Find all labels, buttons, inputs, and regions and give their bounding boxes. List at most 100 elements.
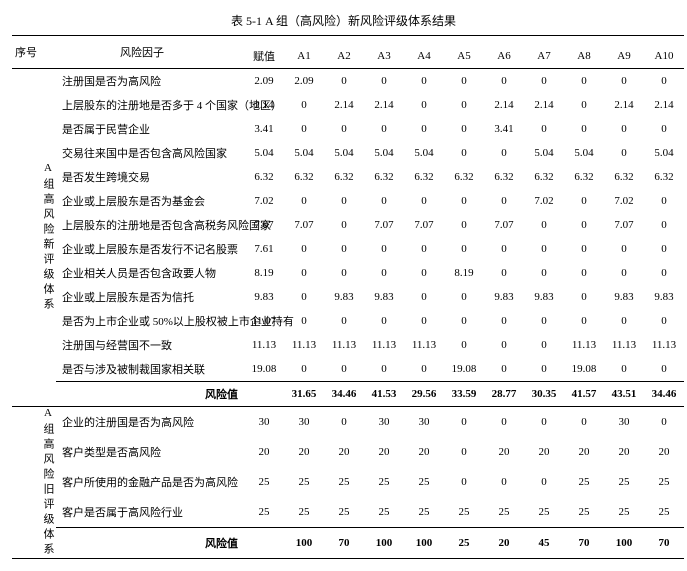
value-cell: 6.32 [484, 165, 524, 189]
risk-value-cell: 29.56 [404, 382, 444, 407]
value-cell: 0 [324, 309, 364, 333]
table-row: 客户所使用的金融产品是否为高风险2525252525000252525 [12, 467, 684, 497]
value-cell: 25 [564, 467, 604, 497]
value-cell: 0 [444, 285, 484, 309]
col-A7: A7 [524, 44, 564, 69]
factor-cell: 注册国与经营国不一致 [56, 333, 244, 357]
value-cell: 25 [644, 497, 684, 528]
value-cell: 0 [484, 141, 524, 165]
factor-cell: 企业或上层股东是否为信托 [56, 285, 244, 309]
weight-cell: 8.19 [244, 261, 284, 285]
risk-label: 风险值 [56, 527, 244, 558]
weight-cell: 5.04 [244, 141, 284, 165]
weight-cell: 20 [244, 437, 284, 467]
col-A3: A3 [364, 44, 404, 69]
risk-value-cell: 25 [444, 527, 484, 558]
value-cell: 0 [484, 237, 524, 261]
risk-value-cell: 28.77 [484, 382, 524, 407]
col-factor: 风险因子 [40, 36, 244, 69]
table-row: A组高风险旧评级体系企业的注册国是否为高风险3030030300000300 [12, 407, 684, 438]
value-cell: 0 [484, 69, 524, 94]
value-cell: 0 [364, 309, 404, 333]
value-cell: 0 [524, 213, 564, 237]
value-cell: 7.02 [524, 189, 564, 213]
value-cell: 0 [404, 189, 444, 213]
value-cell: 0 [364, 69, 404, 94]
value-cell: 0 [404, 285, 444, 309]
risk-value-cell: 70 [324, 527, 364, 558]
weight-cell: 25 [244, 467, 284, 497]
value-cell: 6.32 [284, 165, 324, 189]
value-cell: 0 [324, 237, 364, 261]
value-cell: 9.83 [604, 285, 644, 309]
table-row: 企业或上层股东是否为信托9.8309.839.83009.839.8309.83… [12, 285, 684, 309]
table-row: 企业或上层股东是否发行不记名股票7.610000000000 [12, 237, 684, 261]
risk-value-cell: 41.53 [364, 382, 404, 407]
value-cell: 0 [604, 117, 644, 141]
value-cell: 25 [604, 467, 644, 497]
col-A8: A8 [564, 44, 604, 69]
value-cell: 0 [444, 69, 484, 94]
value-cell: 0 [644, 309, 684, 333]
factor-cell: 是否为上市企业或 50%以上股权被上市企业持有 [56, 309, 244, 333]
weight-cell: 19.08 [244, 357, 284, 382]
value-cell: 5.04 [324, 141, 364, 165]
value-cell: 0 [604, 309, 644, 333]
value-cell: 0 [324, 117, 364, 141]
value-cell: 19.08 [564, 357, 604, 382]
value-cell: 11.13 [284, 333, 324, 357]
value-cell: 6.32 [644, 165, 684, 189]
value-cell: 0 [484, 407, 524, 438]
value-cell: 0 [444, 333, 484, 357]
col-A1: A1 [284, 44, 324, 69]
value-cell: 0 [324, 69, 364, 94]
risk-value-cell: 100 [604, 527, 644, 558]
value-cell: 11.13 [404, 333, 444, 357]
table-row: 是否发生跨境交易6.326.326.326.326.326.326.326.32… [12, 165, 684, 189]
value-cell: 0 [644, 407, 684, 438]
table-row: 是否为上市企业或 50%以上股权被上市企业持有11.070000000000 [12, 309, 684, 333]
group-label: A组高风险旧评级体系 [40, 407, 56, 559]
value-cell: 0 [404, 357, 444, 382]
value-cell: 11.13 [564, 333, 604, 357]
table-row: 客户是否属于高风险行业2525252525252525252525 [12, 497, 684, 528]
value-cell: 0 [284, 93, 324, 117]
weight-cell: 3.41 [244, 117, 284, 141]
value-cell: 6.32 [364, 165, 404, 189]
factor-cell: 客户类型是否高风险 [56, 437, 244, 467]
value-cell: 0 [644, 189, 684, 213]
col-A9: A9 [604, 44, 644, 69]
value-cell: 25 [284, 497, 324, 528]
value-cell: 7.07 [604, 213, 644, 237]
risk-value-cell: 30.35 [524, 382, 564, 407]
value-cell: 25 [404, 497, 444, 528]
factor-cell: 客户是否属于高风险行业 [56, 497, 244, 528]
value-cell: 6.32 [444, 165, 484, 189]
value-cell: 2.09 [284, 69, 324, 94]
factor-cell: 客户所使用的金融产品是否为高风险 [56, 467, 244, 497]
value-cell: 11.13 [644, 333, 684, 357]
value-cell: 25 [644, 467, 684, 497]
value-cell: 0 [284, 237, 324, 261]
value-cell: 0 [524, 261, 564, 285]
value-cell: 0 [524, 357, 564, 382]
value-cell: 9.83 [364, 285, 404, 309]
value-cell: 30 [284, 407, 324, 438]
value-cell: 0 [564, 309, 604, 333]
value-cell: 6.32 [404, 165, 444, 189]
value-cell: 2.14 [644, 93, 684, 117]
weight-cell: 7.02 [244, 189, 284, 213]
table-row: 企业或上层股东是否为基金会7.020000007.0207.020 [12, 189, 684, 213]
value-cell: 0 [484, 189, 524, 213]
value-cell: 0 [324, 261, 364, 285]
value-cell: 0 [364, 189, 404, 213]
value-cell: 0 [444, 237, 484, 261]
value-cell: 25 [324, 467, 364, 497]
value-cell: 0 [524, 309, 564, 333]
risk-label: 风险值 [56, 382, 244, 407]
risk-value-row: 风险值100701001002520457010070 [12, 527, 684, 558]
value-cell: 9.83 [484, 285, 524, 309]
weight-cell: 7.61 [244, 237, 284, 261]
value-cell: 30 [364, 407, 404, 438]
weight-cell: 9.83 [244, 285, 284, 309]
